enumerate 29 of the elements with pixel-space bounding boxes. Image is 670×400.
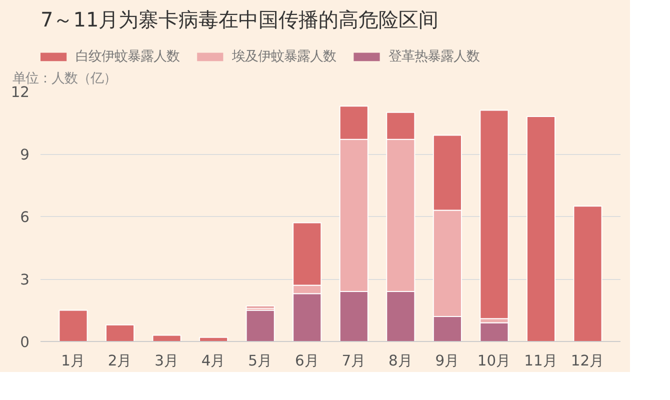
legend-label: 登革热暴露人数: [388, 49, 480, 64]
y-tick-label: 12: [10, 84, 30, 101]
bar: [573, 206, 602, 342]
x-tick-label: 9月: [435, 352, 460, 370]
y-tick-label: 3: [20, 272, 30, 288]
chart-subtitle: 单位：人数（亿）: [12, 72, 116, 86]
legend-label: 埃及伊蚊暴露人数: [230, 49, 336, 64]
x-tick-label: 11月: [524, 352, 558, 370]
x-tick-label: 8月: [388, 352, 413, 370]
x-tick-label: 1月: [61, 352, 86, 370]
x-tick-label: 10月: [477, 352, 512, 370]
y-tick-label: 0: [20, 334, 30, 351]
x-tick-label: 5月: [248, 352, 273, 370]
x-tick-label: 4月: [201, 352, 226, 370]
y-tick-label: 6: [20, 209, 30, 226]
bar: [105, 324, 135, 342]
chart-title: 7～11月为寨卡病毒在中国传播的高危险区间: [40, 8, 439, 32]
legend-label: 白纹伊蚊暴露人数: [75, 49, 180, 64]
bar: [246, 310, 275, 342]
x-tick-label: 7月: [342, 352, 366, 370]
bar: [480, 110, 509, 320]
bar: [526, 116, 556, 342]
x-tick-label: 12月: [570, 352, 605, 370]
bar: [480, 322, 509, 342]
y-tick-label: 9: [20, 146, 30, 164]
x-tick-label: 6月: [294, 352, 320, 370]
bar: [58, 310, 88, 342]
x-tick-label: 2月: [108, 352, 132, 370]
x-tick-label: 3月: [154, 352, 179, 370]
